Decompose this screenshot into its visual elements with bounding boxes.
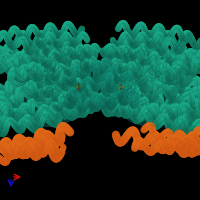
- Ellipse shape: [109, 43, 193, 127]
- Ellipse shape: [76, 86, 78, 88]
- Ellipse shape: [7, 43, 91, 127]
- Ellipse shape: [122, 86, 124, 88]
- Ellipse shape: [78, 88, 80, 90]
- Ellipse shape: [80, 85, 82, 87]
- Ellipse shape: [120, 88, 122, 90]
- Ellipse shape: [78, 84, 80, 85]
- Ellipse shape: [120, 84, 122, 85]
- Ellipse shape: [118, 85, 120, 87]
- Ellipse shape: [80, 69, 120, 105]
